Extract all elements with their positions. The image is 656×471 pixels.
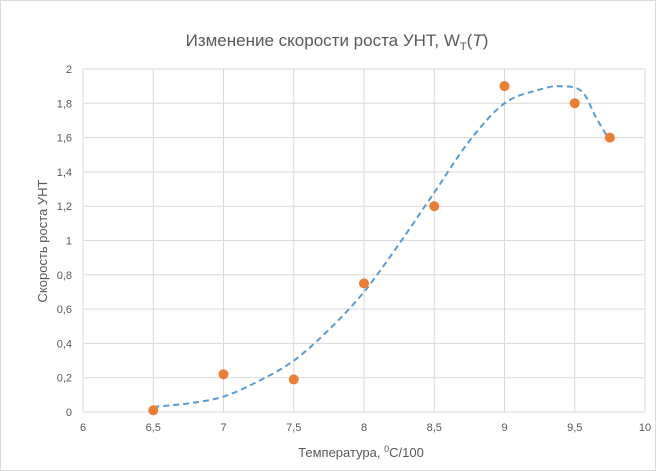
x-tick-label: 8 bbox=[361, 422, 367, 434]
x-tick-label: 9,5 bbox=[567, 422, 582, 434]
chart-title-variable: T bbox=[472, 31, 484, 50]
x-tick-labels: 6 6,5 7 7,5 8 8,5 9 9,5 10 bbox=[80, 422, 651, 434]
data-point bbox=[499, 81, 510, 92]
data-point bbox=[148, 405, 159, 416]
data-point bbox=[569, 98, 580, 109]
y-tick-label: 0,2 bbox=[57, 373, 72, 385]
chart-title-subscript: T bbox=[460, 41, 467, 53]
y-tick-label: 1,2 bbox=[57, 201, 72, 213]
y-tick-label: 1,4 bbox=[57, 167, 72, 179]
chart-title-paren-open: ( bbox=[467, 31, 473, 50]
x-tick-label: 7,5 bbox=[286, 422, 301, 434]
data-point bbox=[218, 369, 229, 380]
y-tick-labels: 0 0,2 0,4 0,6 0,8 1 1,2 1,4 1,6 1,8 2 bbox=[57, 64, 72, 419]
trend-line-layer bbox=[153, 85, 611, 408]
x-axis-title-rest: C/100 bbox=[389, 445, 424, 460]
y-tick-label: 0 bbox=[66, 407, 72, 419]
trend-line bbox=[153, 85, 611, 408]
chart-title: Изменение скорости роста УНТ, WT(T) bbox=[186, 31, 489, 53]
x-tick-label: 9 bbox=[501, 422, 507, 434]
data-points-layer bbox=[148, 81, 615, 416]
x-axis-title: Температура, 0C/100 bbox=[298, 444, 424, 460]
y-tick-label: 0,4 bbox=[57, 338, 72, 350]
x-axis-title-superscript: 0 bbox=[384, 444, 389, 454]
data-point bbox=[429, 201, 440, 212]
chart-title-main: Изменение скорости роста УНТ, W bbox=[186, 31, 460, 50]
x-tick-label: 10 bbox=[639, 422, 651, 434]
x-tick-label: 6,5 bbox=[146, 422, 161, 434]
y-axis-title: Скорость роста УНТ bbox=[35, 179, 50, 302]
data-point bbox=[288, 374, 299, 385]
gridlines bbox=[82, 68, 646, 413]
y-tick-label: 1 bbox=[66, 236, 72, 248]
x-tick-label: 8,5 bbox=[427, 422, 442, 434]
y-tick-label: 2 bbox=[66, 64, 72, 76]
x-tick-label: 7 bbox=[220, 422, 226, 434]
data-point bbox=[359, 278, 369, 289]
x-axis-title-main: Температура, bbox=[298, 445, 384, 460]
x-tick-label: 6 bbox=[80, 422, 86, 434]
y-tick-label: 1,6 bbox=[57, 133, 72, 145]
chart-title-paren-close: ) bbox=[483, 31, 489, 50]
y-tick-label: 0,8 bbox=[57, 270, 72, 282]
data-point bbox=[604, 132, 615, 143]
y-tick-label: 1,8 bbox=[57, 98, 72, 110]
y-tick-label: 0,6 bbox=[57, 304, 72, 316]
